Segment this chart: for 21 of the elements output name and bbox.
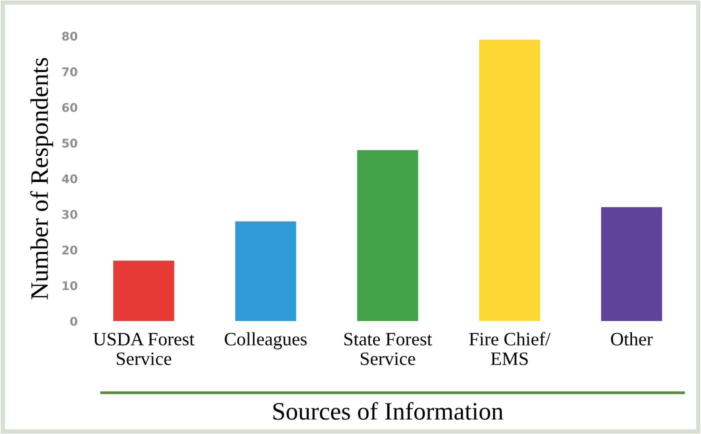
bar: [235, 221, 296, 322]
bar: [479, 40, 540, 322]
y-tick-label: 50: [62, 138, 78, 148]
x-tick-label: USDA Forest Service: [93, 332, 194, 366]
bar: [113, 260, 174, 322]
x-tick-label: Fire Chief/ EMS: [469, 332, 551, 366]
y-axis-title: Number of Respondents: [30, 58, 54, 300]
x-tick-label: Other: [611, 332, 653, 346]
y-tick-label: 10: [62, 281, 78, 290]
x-tick-label: State Forest Service: [344, 332, 432, 366]
bar: [357, 150, 418, 322]
y-tick-label: 40: [62, 174, 78, 184]
y-tick-label: 30: [62, 210, 78, 219]
y-tick-label: 0: [70, 316, 78, 326]
y-tick-label: 70: [62, 67, 78, 76]
y-tick-label: 60: [62, 103, 78, 112]
x-tick-label: Colleagues: [224, 332, 307, 350]
y-tick-label: 20: [62, 246, 78, 255]
x-axis-title: Sources of Information: [273, 402, 504, 420]
y-tick-label: 80: [62, 32, 78, 41]
bar: [601, 207, 662, 322]
